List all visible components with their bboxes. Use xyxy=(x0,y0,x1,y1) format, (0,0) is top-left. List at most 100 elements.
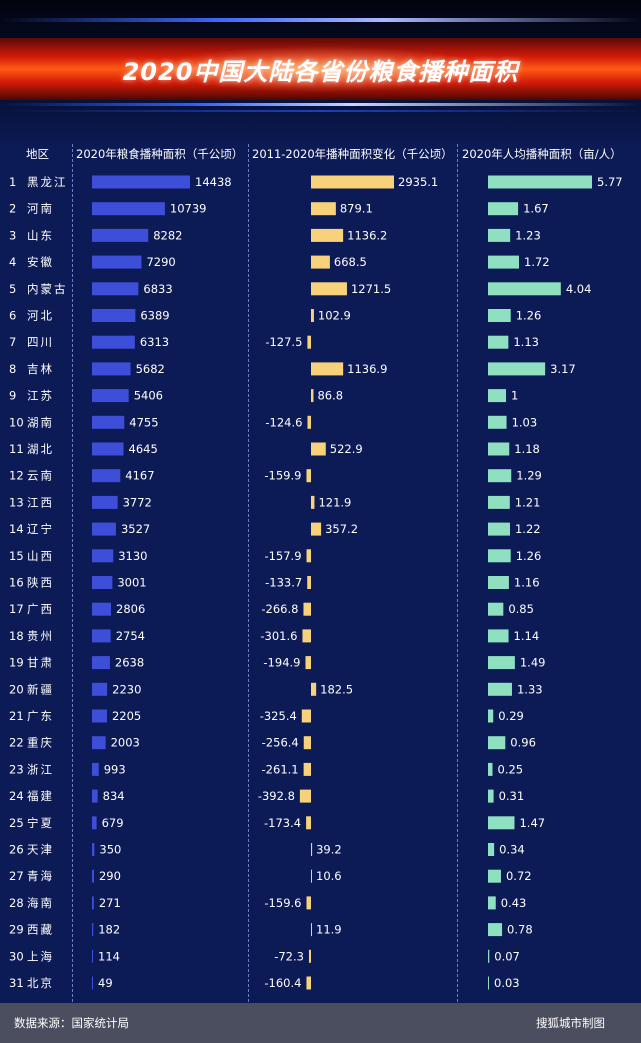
per-capita-bar xyxy=(488,682,512,696)
area-bar xyxy=(92,495,118,509)
per-capita-bar xyxy=(488,442,510,456)
per-capita-value-label: 1.49 xyxy=(520,656,546,670)
rank-label: 10 xyxy=(9,415,24,429)
change-bar xyxy=(311,389,314,403)
change-bar xyxy=(305,656,311,670)
rank-label: 18 xyxy=(9,629,24,643)
change-value-label: 11.9 xyxy=(316,923,342,937)
per-capita-value-label: 5.77 xyxy=(597,175,623,189)
rank-label: 17 xyxy=(9,602,24,616)
light-streak xyxy=(0,18,641,22)
change-value-label: -266.8 xyxy=(261,602,298,616)
area-bar xyxy=(92,709,107,723)
per-capita-value-label: 1.13 xyxy=(513,335,539,349)
area-value-label: 2205 xyxy=(112,709,141,723)
change-bar xyxy=(311,843,313,856)
area-value-label: 5406 xyxy=(134,389,163,403)
column-divider xyxy=(72,144,73,1002)
area-bar xyxy=(92,442,124,456)
area-value-label: 3130 xyxy=(118,549,147,563)
area-bar xyxy=(92,522,116,536)
change-value-label: -160.4 xyxy=(264,976,301,990)
rank-label: 15 xyxy=(9,549,24,563)
per-capita-bar xyxy=(488,255,520,269)
change-value-label: -261.1 xyxy=(262,762,299,776)
rank-label: 2 xyxy=(9,202,16,216)
per-capita-bar xyxy=(488,309,511,322)
rank-label: 31 xyxy=(9,976,24,990)
change-bar xyxy=(303,762,311,776)
rank-label: 5 xyxy=(9,282,16,296)
change-bar xyxy=(311,495,315,509)
change-value-label: -392.8 xyxy=(258,789,295,803)
area-value-label: 14438 xyxy=(195,175,232,189)
rank-label: 20 xyxy=(9,682,24,696)
rank-label: 27 xyxy=(9,869,24,883)
change-bar xyxy=(299,789,311,803)
per-capita-bar xyxy=(488,843,495,856)
per-capita-bar xyxy=(488,228,511,242)
change-bar xyxy=(311,682,317,696)
area-bar xyxy=(92,362,131,376)
area-value-label: 834 xyxy=(103,789,125,803)
rank-label: 7 xyxy=(9,335,16,349)
per-capita-value-label: 1.67 xyxy=(523,202,549,216)
rank-label: 13 xyxy=(9,495,24,509)
region-label: 江西 xyxy=(27,495,54,509)
change-value-label: -173.4 xyxy=(264,816,301,830)
area-bar xyxy=(92,629,111,643)
region-label: 辽宁 xyxy=(27,522,54,536)
region-label: 天津 xyxy=(27,843,54,857)
per-capita-bar xyxy=(488,549,511,563)
rank-label: 25 xyxy=(9,816,24,830)
area-value-label: 2638 xyxy=(115,656,144,670)
rank-label: 6 xyxy=(9,309,16,323)
title-banner: 2020中国大陆各省份粮食播种面积 xyxy=(0,0,641,148)
region-label: 上海 xyxy=(27,949,54,963)
region-label: 海南 xyxy=(27,896,54,910)
change-bar xyxy=(311,255,330,269)
area-value-label: 3001 xyxy=(117,576,146,590)
area-value-label: 49 xyxy=(98,976,113,990)
per-capita-value-label: 1.23 xyxy=(515,228,541,242)
per-capita-bar xyxy=(488,362,546,376)
change-bar xyxy=(311,442,326,456)
change-value-label: -127.5 xyxy=(265,335,302,349)
per-capita-value-label: 4.04 xyxy=(566,282,592,296)
footer-bar: 数据来源：国家统计局 搜狐城市制图 xyxy=(0,1003,641,1043)
change-value-label: 668.5 xyxy=(334,255,367,269)
change-value-label: 2935.1 xyxy=(398,175,438,189)
per-capita-bar xyxy=(488,869,501,883)
change-value-label: 357.2 xyxy=(325,522,358,536)
rank-label: 24 xyxy=(9,789,24,803)
per-capita-value-label: 1.26 xyxy=(516,309,542,323)
area-value-label: 114 xyxy=(98,949,120,963)
rank-label: 8 xyxy=(9,362,16,376)
region-label: 广东 xyxy=(27,709,54,723)
per-capita-value-label: 0.78 xyxy=(507,923,533,937)
region-label: 河北 xyxy=(27,309,54,323)
change-bar xyxy=(311,309,314,322)
change-value-label: -159.6 xyxy=(264,896,301,910)
area-bar xyxy=(92,228,149,242)
region-label: 广西 xyxy=(27,602,54,616)
per-capita-value-label: 0.34 xyxy=(499,843,525,857)
per-capita-bar xyxy=(488,976,489,990)
area-bar xyxy=(92,602,112,616)
change-value-label: -194.9 xyxy=(263,656,300,670)
rank-label: 16 xyxy=(9,576,24,590)
change-bar xyxy=(306,469,311,483)
rank-label: 28 xyxy=(9,896,24,910)
region-label: 宁夏 xyxy=(27,816,54,830)
per-capita-value-label: 1.16 xyxy=(514,576,540,590)
per-capita-bar xyxy=(488,175,592,189)
region-label: 山东 xyxy=(27,228,54,242)
source-note: 数据来源：国家统计局 xyxy=(14,1016,129,1030)
region-label: 山西 xyxy=(27,549,54,563)
per-capita-bar xyxy=(488,923,503,937)
change-value-label: -301.6 xyxy=(260,629,297,643)
area-bar xyxy=(92,976,93,990)
region-label: 安徽 xyxy=(27,255,54,269)
area-bar xyxy=(92,869,94,883)
